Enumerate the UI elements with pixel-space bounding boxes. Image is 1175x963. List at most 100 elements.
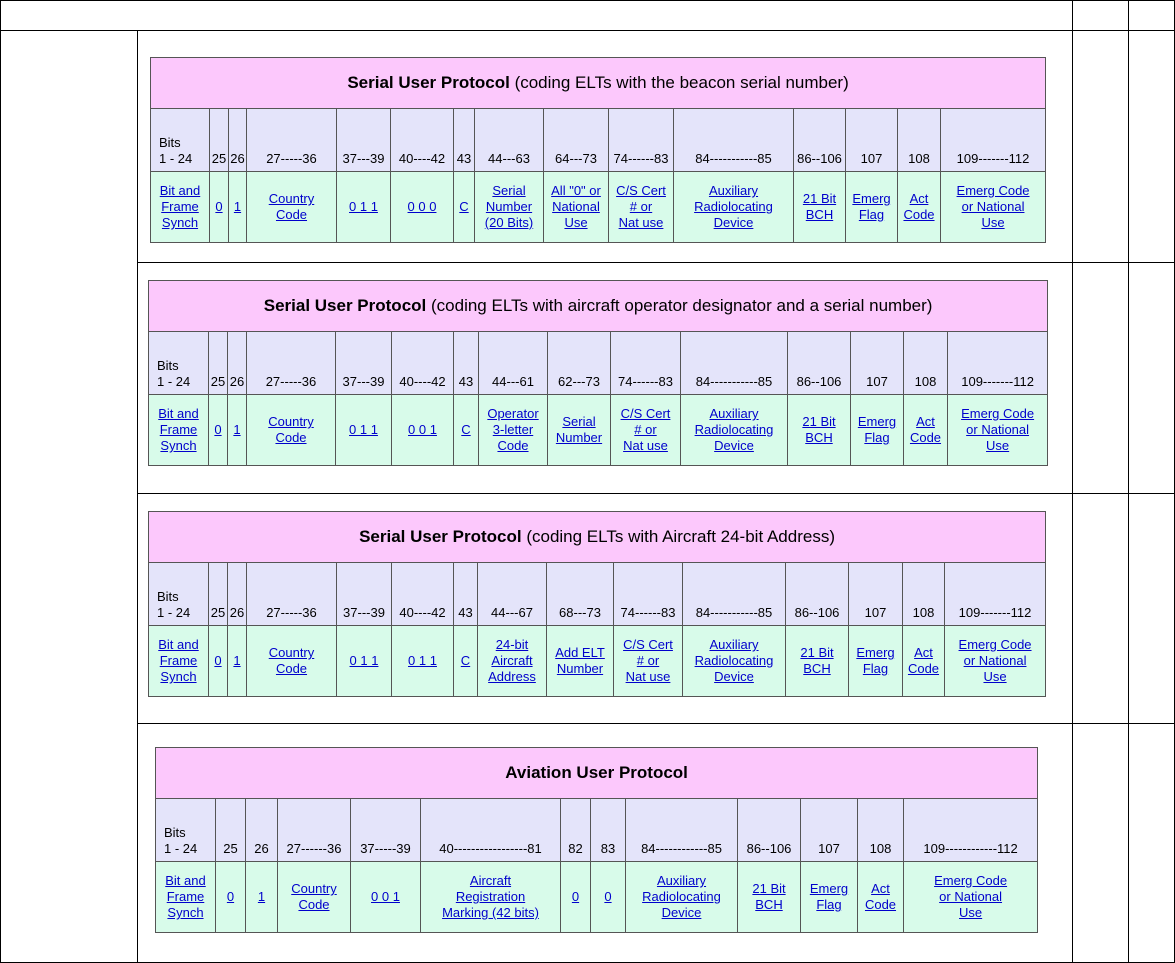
field-link[interactable]: Act Code [909, 414, 942, 445]
field-link[interactable]: Country Code [268, 414, 314, 445]
field-link[interactable]: Bit and Frame Synch [158, 637, 199, 684]
field-link[interactable]: 24-bit Aircraft Address [488, 637, 536, 684]
field-cell: Country Code [246, 171, 337, 243]
field-link[interactable]: 1 [233, 199, 242, 214]
field-link[interactable]: Bit and Frame Synch [165, 873, 206, 920]
field-link[interactable]: C/S Cert # or Nat use [616, 183, 666, 230]
field-link[interactable]: Country Code [291, 881, 337, 912]
field-link[interactable]: Serial Number [555, 414, 603, 445]
bit-range: 25 [208, 562, 228, 626]
field-link[interactable]: Emerg Code or National Use [934, 873, 1008, 920]
bit-range: Bits 1 - 24 [148, 562, 209, 626]
title-row: Serial User Protocol (coding ELTs with t… [149, 57, 1047, 109]
field-link[interactable]: 0 1 1 [408, 653, 437, 668]
field-link[interactable]: Emerg Flag [856, 645, 895, 676]
field-cell: 0 1 1 [336, 171, 391, 243]
bit-range: 109------------112 [902, 798, 1039, 862]
field-link[interactable]: Bit and Frame Synch [158, 406, 199, 453]
field-link[interactable]: 21 Bit BCH [752, 881, 786, 912]
field-link[interactable]: Auxiliary Radiolocating Device [694, 406, 774, 453]
field-link[interactable]: Auxiliary Radiolocating Device [694, 183, 773, 230]
field-link[interactable]: 0 [215, 199, 223, 214]
field-link[interactable]: Country Code [268, 645, 315, 676]
grid-line [137, 723, 1175, 724]
field-link[interactable]: C/S Cert # or Nat use [623, 637, 673, 684]
field-link[interactable]: 21 Bit BCH [800, 645, 834, 676]
field-link[interactable]: 21 Bit BCH [802, 414, 836, 445]
field-link[interactable]: 0 1 1 [349, 199, 378, 214]
bit-range: 86--106 [787, 331, 851, 395]
title-row: Aviation User Protocol [154, 747, 1039, 799]
title-bold: Aviation User Protocol [505, 763, 688, 782]
field-cell: Emerg Flag [845, 171, 898, 243]
field-cell: 1 [227, 394, 247, 466]
field-link[interactable]: Emerg Flag [852, 191, 891, 222]
field-cell: Bit and Frame Synch [148, 394, 209, 466]
field-link[interactable]: C/S Cert # or Nat use [620, 406, 671, 453]
field-cell: Act Code [903, 394, 948, 466]
field-cell: Auxiliary Radiolocating Device [673, 171, 794, 243]
protocol-table: Serial User Protocol (coding ELTs with t… [149, 57, 1047, 243]
field-link[interactable]: 1 [257, 889, 266, 904]
field-link[interactable]: Auxiliary Radiolocating Device [694, 637, 774, 684]
field-link[interactable]: 0 [214, 422, 222, 437]
field-link[interactable]: Emerg Flag [857, 414, 897, 445]
field-link[interactable]: All "0" or National Use [551, 183, 601, 230]
bit-range: 107 [845, 108, 898, 172]
bit-range: 40----42 [391, 562, 454, 626]
field-link[interactable]: Auxiliary Radiolocating Device [642, 873, 721, 920]
field-link[interactable]: C [459, 199, 469, 214]
field-link[interactable]: Add ELT Number [555, 645, 605, 676]
protocol-table: Serial User Protocol (coding ELTs with a… [147, 280, 1049, 466]
title-bold: Serial User Protocol [263, 296, 427, 315]
field-link[interactable]: 0 1 1 [349, 653, 379, 668]
field-link[interactable]: Country Code [268, 191, 315, 222]
field-link[interactable]: Aircraft Registration Marking (42 bits) [442, 873, 539, 920]
bit-range: 43 [453, 108, 475, 172]
field-cell: Country Code [246, 625, 337, 697]
field-link[interactable]: Serial Number (20 Bits) [484, 183, 534, 230]
field-link[interactable]: Emerg Flag [809, 881, 849, 912]
field-link[interactable]: Emerg Code or National Use [956, 183, 1030, 230]
field-cell: C [453, 394, 479, 466]
bit-range: 37---39 [336, 562, 392, 626]
field-cell: 1 [245, 861, 278, 933]
bit-range: 25 [209, 108, 229, 172]
field-cell: 0 1 1 [335, 394, 392, 466]
field-link[interactable]: 1 [233, 653, 241, 668]
field-link[interactable]: C [460, 653, 471, 668]
field-link[interactable]: Bit and Frame Synch [159, 183, 201, 230]
field-link[interactable]: Emerg Code or National Use [958, 637, 1032, 684]
field-link[interactable]: 0 0 0 [407, 199, 437, 214]
field-link[interactable]: 0 [604, 889, 612, 904]
bit-range: 107 [800, 798, 858, 862]
field-link[interactable]: 0 0 1 [371, 889, 400, 904]
field-link[interactable]: C [461, 422, 471, 437]
grid-line [137, 262, 1175, 263]
bit-range: Bits 1 - 24 [155, 798, 216, 862]
field-cell: Add ELT Number [546, 625, 614, 697]
field-link[interactable]: 1 [233, 422, 241, 437]
field-cell: 21 Bit BCH [785, 625, 849, 697]
bits-row: Bits 1 - 24 25 26 27-----36 37---39 40----42 4… [148, 562, 1047, 626]
field-link[interactable]: Operator 3-letter Code [487, 406, 539, 453]
field-link[interactable]: Act Code [903, 191, 935, 222]
field-link[interactable]: Act Code [907, 645, 940, 676]
field-link[interactable]: 0 [571, 889, 580, 904]
field-cell: C/S Cert # or Nat use [610, 394, 681, 466]
field-link[interactable]: 0 1 1 [349, 422, 378, 437]
field-cell: 0 0 0 [390, 171, 454, 243]
field-link[interactable]: 0 [214, 653, 222, 668]
bit-range: 74------83 [608, 108, 674, 172]
field-link[interactable]: 0 0 1 [408, 422, 437, 437]
field-link[interactable]: 21 Bit BCH [802, 191, 837, 222]
field-cell: 1 [227, 625, 247, 697]
table-title: Serial User Protocol (coding ELTs with a… [147, 280, 1049, 332]
field-link[interactable]: Act Code [864, 881, 897, 912]
field-link[interactable]: Emerg Code or National Use [961, 406, 1035, 453]
field-cell: Auxiliary Radiolocating Device [680, 394, 788, 466]
bit-range: 37---39 [336, 108, 391, 172]
field-link[interactable]: 0 [226, 889, 235, 904]
bits-row: Bits 1 - 24 25 26 27-----36 37---39 40----42 4… [148, 331, 1049, 395]
